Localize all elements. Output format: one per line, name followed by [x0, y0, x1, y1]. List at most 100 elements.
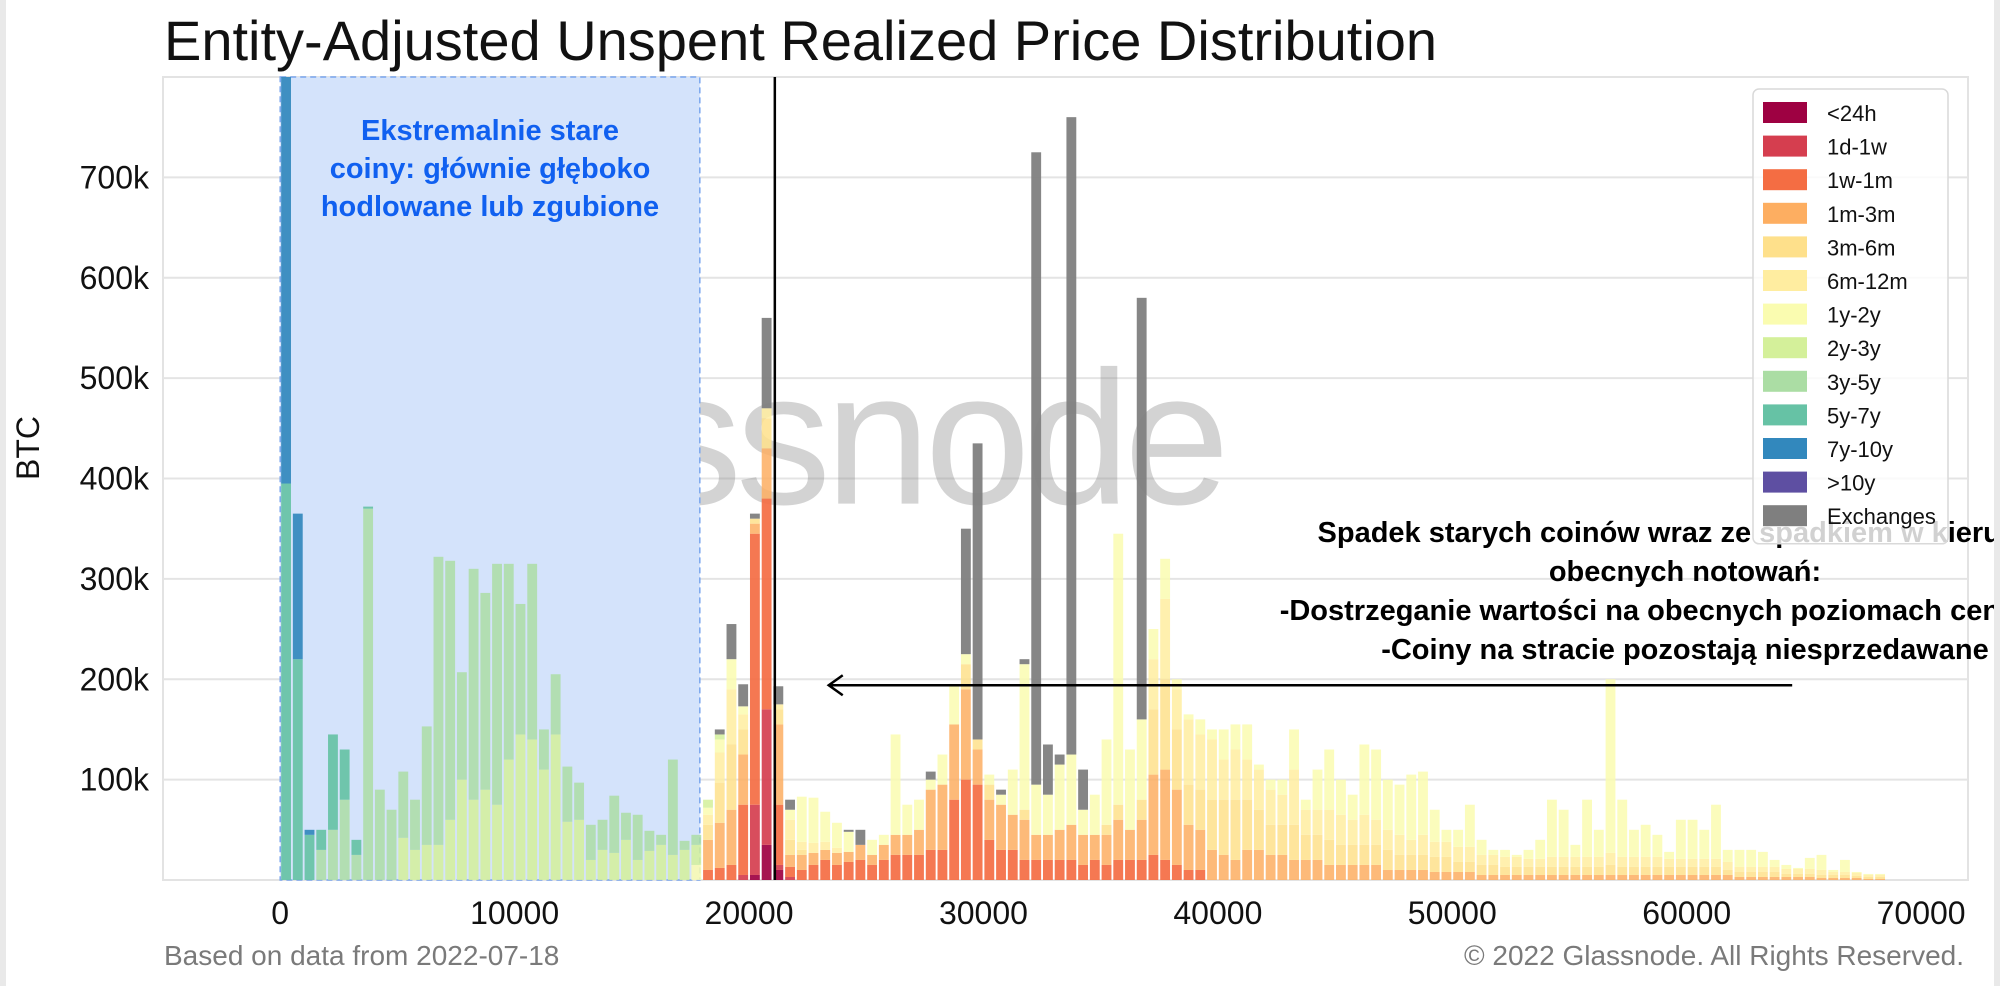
- bar-segment: [1418, 869, 1428, 880]
- bar-segment: [1582, 874, 1592, 880]
- bar-segment: [515, 603, 526, 735]
- bar-segment: [515, 734, 526, 880]
- bar-segment: [785, 809, 795, 820]
- bar-segment: [832, 852, 842, 865]
- bar-segment: [1113, 533, 1124, 805]
- bar-segment: [1371, 844, 1382, 865]
- bar-segment: [1535, 858, 1546, 867]
- bar-segment: [984, 799, 995, 840]
- bar-segment: [1218, 854, 1229, 880]
- bar-segment: [996, 789, 1006, 795]
- legend-label: 5y-7y: [1827, 403, 1881, 428]
- y-tick-label: 600k: [80, 260, 150, 296]
- legend-label: 1m-3m: [1827, 202, 1895, 227]
- bar-segment: [1488, 854, 1499, 865]
- bar-segment: [621, 812, 631, 840]
- bar-segment: [1500, 849, 1510, 857]
- legend-swatch: [1763, 202, 1807, 224]
- bar-segment: [1031, 834, 1042, 860]
- bar-segment: [1418, 834, 1428, 855]
- bar-segment: [1019, 859, 1030, 880]
- bar-segment: [316, 829, 327, 850]
- bar-segment: [1699, 858, 1710, 867]
- bar-segment: [796, 869, 807, 880]
- bar-segment: [421, 726, 432, 845]
- bar-segment: [1546, 874, 1557, 880]
- legend-swatch: [1763, 102, 1807, 123]
- bar-segment: [1453, 829, 1464, 847]
- bar-segment: [1312, 834, 1323, 860]
- bar-segment: [1207, 799, 1217, 850]
- bar-segment: [902, 804, 913, 835]
- bar-segment: [761, 408, 772, 419]
- bar-segment: [1218, 759, 1229, 800]
- bar-segment: [749, 518, 760, 524]
- bar-segment: [1851, 875, 1862, 878]
- bar-segment: [1699, 829, 1710, 859]
- bar-segment: [1382, 869, 1393, 880]
- bar-segment: [1523, 849, 1534, 859]
- bar-segment: [738, 684, 749, 707]
- bar-segment: [1183, 784, 1194, 825]
- x-tick-label: 0: [271, 895, 289, 931]
- legend-label: <24h: [1827, 101, 1877, 126]
- bar-segment: [761, 418, 772, 449]
- bar-segment: [550, 674, 561, 735]
- bar-segment: [1054, 764, 1065, 830]
- bar-segment: [1488, 864, 1499, 875]
- bar-segment: [1277, 824, 1288, 855]
- bar-segment: [1711, 858, 1721, 867]
- old-coins-annotation-line: Ekstremalnie stare: [361, 115, 619, 147]
- legend: <24h 1d-1w 1w-1m 1m-3m 3m-6m 6m-12m 1y-2y 2y-3y…: [1752, 88, 1949, 545]
- bar-segment: [1570, 874, 1581, 880]
- y-tick-label: 300k: [80, 561, 150, 597]
- bar-segment: [1793, 867, 1803, 869]
- bar-segment: [1816, 877, 1827, 880]
- bar-segment: [1746, 866, 1757, 872]
- bar-segment: [1535, 839, 1546, 859]
- bar-segment: [1406, 839, 1417, 855]
- bar-segment: [1711, 804, 1721, 859]
- bar-segment: [1546, 856, 1557, 867]
- bar-segment: [562, 766, 573, 822]
- bars: [281, 77, 1886, 880]
- legend-label: 3m-6m: [1827, 235, 1895, 260]
- bar-segment: [492, 804, 502, 880]
- bar-segment: [1394, 854, 1405, 870]
- bar-segment: [1816, 854, 1827, 870]
- bar-segment: [656, 834, 667, 845]
- legend-label: 1y-2y: [1827, 303, 1881, 328]
- bar-segment: [925, 789, 936, 850]
- bar-segment: [445, 819, 456, 880]
- bar-segment: [749, 804, 760, 875]
- bar-segment: [1687, 819, 1698, 859]
- footer-source: Based on data from 2022-07-18: [164, 940, 560, 971]
- bar-segment: [1500, 856, 1510, 867]
- bar-segment: [1359, 744, 1370, 815]
- bar-segment: [1441, 871, 1452, 880]
- bar-segment: [1593, 829, 1604, 857]
- bar-segment: [1406, 869, 1417, 880]
- bar-segment: [890, 834, 901, 855]
- bar-segment: [480, 789, 491, 880]
- note-annotation-line: obecnych notowań:: [1549, 556, 1821, 588]
- bar-segment: [726, 809, 737, 865]
- bar-segment: [1418, 854, 1428, 870]
- bar-segment: [749, 874, 760, 880]
- bar-segment: [1582, 856, 1592, 867]
- bar-segment: [1089, 859, 1100, 880]
- y-tick-label: 500k: [80, 360, 150, 396]
- bar-segment: [1300, 809, 1311, 835]
- bar-segment: [1429, 856, 1440, 872]
- bar-segment: [410, 799, 420, 850]
- bar-segment: [1793, 876, 1803, 880]
- bar-segment: [1511, 874, 1522, 880]
- bar-segment: [1816, 874, 1827, 878]
- bar-segment: [773, 804, 784, 865]
- bar-segment: [1746, 849, 1757, 867]
- bar-segment: [726, 624, 737, 660]
- bar-segment: [1347, 794, 1358, 820]
- bar-segment: [1863, 878, 1874, 880]
- bar-segment: [1371, 819, 1382, 845]
- bar-segment: [1476, 839, 1487, 855]
